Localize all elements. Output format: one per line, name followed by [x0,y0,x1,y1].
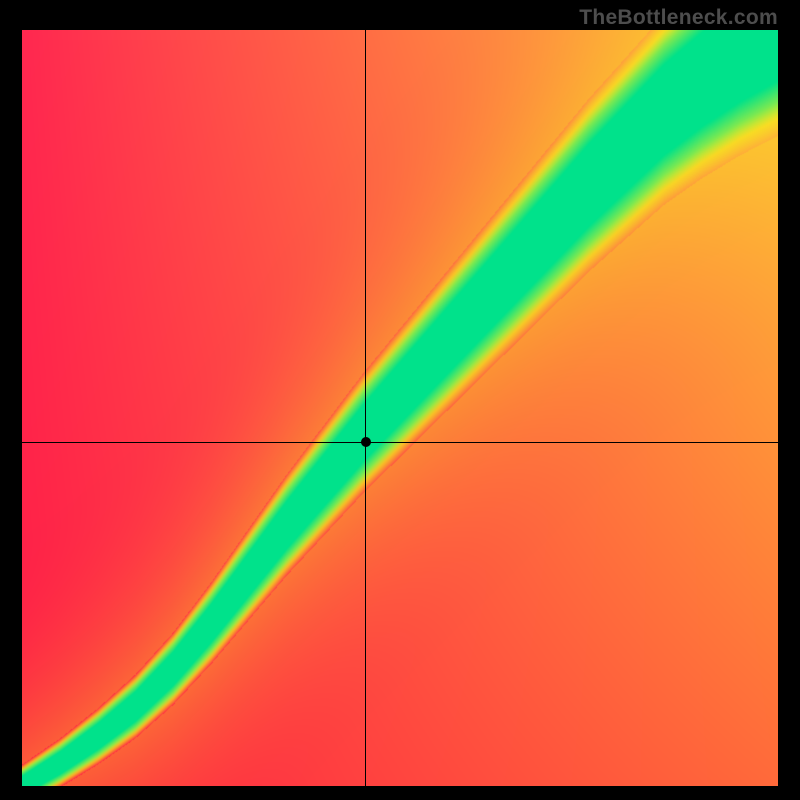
data-point-marker [361,437,371,447]
crosshair-vertical [365,30,366,786]
plot-frame [22,30,778,786]
crosshair-horizontal [22,442,778,443]
heatmap-canvas [22,30,778,786]
chart-container: TheBottleneck.com [0,0,800,800]
watermark-text: TheBottleneck.com [579,6,778,30]
